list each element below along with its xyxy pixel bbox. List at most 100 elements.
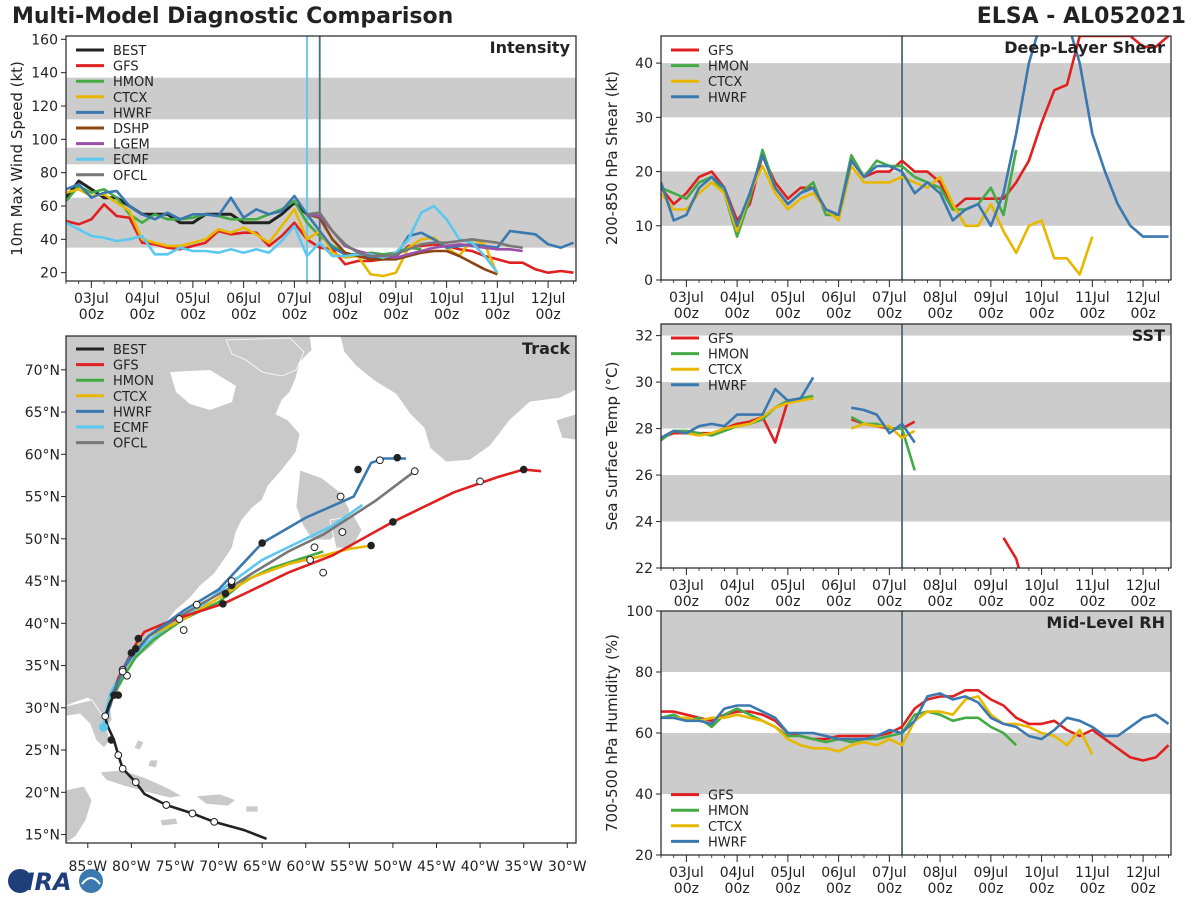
intensity-line-hwrf [66,183,574,259]
sst-band-1 [661,382,1171,429]
rh-ytick-label: 20 [635,848,653,864]
track-marker-open [101,712,110,721]
shear-ytick-label: 0 [644,273,653,289]
rh-xtick-label: 10Jul [1024,865,1059,881]
rh-xtick-label: 00z [1029,881,1054,897]
track-legend-label-hmon: HMON [113,374,154,389]
shear-xtick-label: 04Jul [720,290,755,306]
track-ytick-label: 20°N [25,785,60,801]
sst-xtick-label: 00z [775,594,800,610]
track-marker-filled [127,649,136,657]
intensity-xtick-label: 00z [180,307,205,323]
track-marker-open [375,456,384,465]
rh-legend-label-gfs: GFS [708,789,734,804]
intensity-legend-label-hmon: HMON [113,75,154,90]
track-marker-open [336,492,345,501]
shear-legend-label-ctcx: CTCX [708,75,742,90]
intensity-ytick-label: 120 [31,99,58,115]
sst-frame [660,323,1172,569]
intensity-band-0 [66,197,576,248]
intensity-xtick-label: 00z [434,307,459,323]
shear-ytick-label: 30 [635,110,653,126]
intensity-ytick-label: 100 [31,132,58,148]
sst-ytick-label: 28 [635,422,653,438]
intensity-legend-label-ecmf: ECMF [113,153,149,168]
intensity-xtick-label: 12Jul [531,291,566,307]
rh-ylabel: 700-500 hPa Humidity (%) [603,634,621,832]
shear-xtick-label: 00z [674,306,699,322]
shear-xtick-label: 00z [978,306,1003,322]
sst-band-0 [661,475,1171,522]
intensity-legend-label-best: BEST [113,44,146,59]
intensity-line-best [66,179,309,225]
intensity-legend-label-dshp: DSHP [113,122,149,137]
shear-xtick-label: 03Jul [669,290,704,306]
sst-ytick-label: 26 [635,468,653,484]
track-ytick-label: 25°N [25,743,60,759]
shear-xtick-label: 00z [877,306,902,322]
sst-title: SST [1132,326,1165,345]
track-marker-open [118,667,127,676]
shear-xtick-label: 05Jul [771,290,806,306]
track-marker-open [227,577,236,585]
figure-title: Multi-Model Diagnostic Comparison [12,4,454,29]
track-xtick-label: 55°W [330,859,369,875]
sst-xtick-label: 09Jul [973,578,1008,594]
track-legend-label-ofcl: OFCL [113,437,148,452]
track-xtick-label: 75°W [156,859,195,875]
intensity-ytick-label: 20 [40,266,58,282]
track-title: Track [522,339,570,358]
rh-xtick-label: 03Jul [669,865,704,881]
sst-xtick-label: 05Jul [771,578,806,594]
track-marker-filled [134,634,143,643]
track-xtick-label: 30°W [548,859,587,875]
track-marker-filled [219,600,227,608]
sst-legend-label-gfs: GFS [708,332,734,347]
shear-ytick-label: 20 [635,165,653,181]
track-xtick-label: 65°W [243,859,282,875]
rh-xtick-label: 00z [877,881,902,897]
intensity-xtick-label: 03Jul [74,291,109,307]
track-ytick-label: 35°N [25,659,60,675]
shear-xtick-label: 07Jul [872,290,907,306]
intensity-xtick-label: 11Jul [480,291,515,307]
intensity-xtick-label: 00z [383,307,408,323]
track-marker-filled [107,736,116,744]
rh-xtick-label: 00z [1131,881,1156,897]
sst-legend-label-ctcx: CTCX [708,363,742,378]
intensity-xtick-label: 06Jul [226,291,261,307]
sst-xtick-label: 11Jul [1075,578,1110,594]
track-xtick-label: 80°W [112,859,151,875]
sst-xtick-label: 00z [877,594,902,610]
rh-xtick-label: 09Jul [973,865,1008,881]
rh-xtick-label: 00z [928,881,953,897]
intensity-frame [65,35,577,282]
sst-xtick-label: 04Jul [720,578,755,594]
shear-xtick-label: 00z [1029,306,1054,322]
rh-xtick-label: 00z [1080,881,1105,897]
shear-xtick-label: 11Jul [1075,290,1110,306]
intensity-legend-label-lgem: LGEM [113,138,150,153]
track-ytick-label: 45°N [25,574,60,590]
track-marker-filled [221,589,230,598]
sst-xtick-label: 00z [978,594,1003,610]
track-marker-filled [258,539,266,547]
track-xtick-label: 35°W [504,859,543,875]
track-ytick-label: 50°N [25,532,60,548]
map-landmass [66,336,576,843]
rh-title: Mid-Level RH [1046,613,1165,632]
track-marker-open [179,626,188,634]
sst-xtick-label: 08Jul [923,578,958,594]
rh-band-1 [661,611,1171,672]
intensity-series [66,179,574,278]
shear-xtick-label: 00z [928,306,953,322]
rh-xtick-label: 00z [826,881,851,897]
track-legend-label-ecmf: ECMF [113,421,149,436]
shear-xtick-label: 12Jul [1126,290,1161,306]
track-ytick-label: 30°N [25,701,60,717]
track-marker-open [338,528,347,536]
track-line-hwrf [105,457,406,717]
track-ytick-label: 40°N [25,616,60,632]
